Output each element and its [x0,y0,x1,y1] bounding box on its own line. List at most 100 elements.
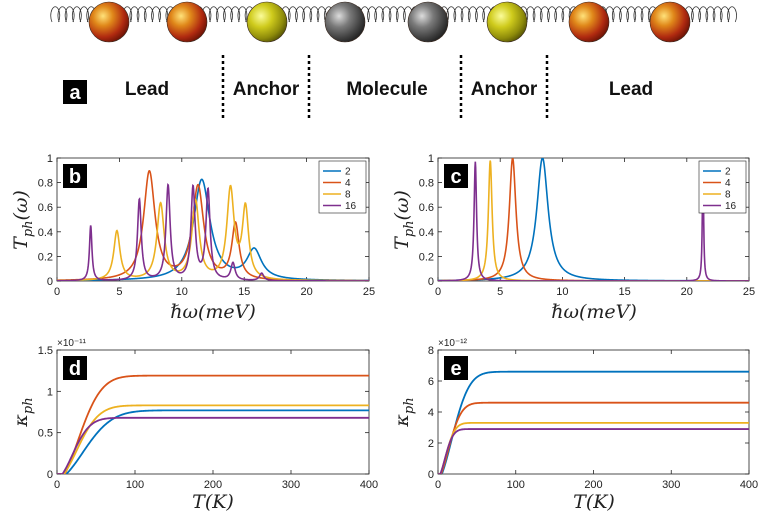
series-line-2 [438,370,749,474]
panel-b-badge [63,164,87,188]
y-tick-label: 0 [428,469,434,481]
series-line-8 [438,421,749,474]
spring-coil [50,6,737,23]
y-tick-label: 0.4 [38,227,53,239]
x-tick-label: 25 [363,286,375,298]
x-tick-label: 5 [497,286,503,298]
panel-c-letter: c [450,166,461,188]
x-tick-label: 200 [204,479,222,491]
y-tick-label: 1 [428,153,434,165]
x-tick-label: 0 [54,286,60,298]
series-line-4 [57,374,369,474]
x-tick-label: 0 [54,479,60,491]
y-ticks: 0 0.5 1 1.5 [38,345,369,481]
x-tick-label: 25 [743,286,755,298]
legend-entry: 16 [725,201,737,212]
series-line-8 [57,404,369,474]
atom [486,1,528,43]
panel-d-badge [63,356,87,380]
y-tick-label: 0.8 [419,178,434,190]
springs [50,6,737,23]
y-tick-label: 0.2 [419,251,434,263]
x-tick-label: 400 [740,479,758,491]
region-lead-left: Lead [125,79,169,100]
atom [324,1,366,43]
series-line-2 [57,409,369,474]
x-tick-label: 0 [435,286,441,298]
y-axis-label: Tph(ω) [391,190,417,250]
series-line-4 [438,401,749,474]
legend-entry: 4 [725,178,731,189]
y-axis-label: κph [10,397,36,427]
atoms [88,1,691,43]
x-tick-label: 200 [584,479,602,491]
legend-box [318,160,367,214]
plot-frame [437,349,750,475]
panel-e-conductance: 0 2 4 6 8 0 100 200 300 400 e ×10⁻¹² T(K) κph [391,338,758,513]
y-axis-label: κph [391,397,417,427]
y-tick-label: 0.4 [419,227,434,239]
x-axis-label: ℏω(meV) [551,301,637,323]
x-tick-label: 100 [507,479,525,491]
series-line-16 [438,428,749,474]
panel-d-letter: d [69,358,81,380]
atom [568,1,610,43]
legend-entry: 2 [345,167,351,178]
x-tick-label: 300 [282,479,300,491]
y-tick-label: 4 [428,407,434,419]
y-exponent: ×10⁻¹¹ [57,338,87,349]
curves [438,158,749,281]
y-tick-label: 1 [47,386,53,398]
legend-entry: 8 [725,190,731,201]
y-ticks: 0 0.2 0.4 0.6 0.8 1 [419,153,749,288]
y-tick-label: 0.6 [38,202,53,214]
atom [88,1,130,43]
region-molecule: Molecule [346,79,427,100]
y-tick-label: 2 [428,438,434,450]
series-line-16 [57,416,369,474]
curves [57,170,369,281]
panel-c-badge [444,164,468,188]
legend-entry: 4 [345,178,351,189]
x-ticks: 0 5 10 15 20 25 [54,158,375,298]
legend-entry: 8 [345,190,351,201]
atom [166,1,208,43]
y-tick-label: 8 [428,345,434,357]
series-line-16 [57,183,369,281]
x-tick-label: 300 [662,479,680,491]
y-tick-label: 0 [428,276,434,288]
panel-a-letter: a [69,82,81,104]
y-tick-label: 0.8 [38,178,53,190]
panel-b-letter: b [69,166,81,188]
curves [57,374,369,474]
x-axis-label: T(K) [192,491,234,513]
x-axis-label: T(K) [573,491,615,513]
x-ticks: 0 5 10 15 20 25 [435,158,755,298]
y-ticks: 0 0.2 0.4 0.6 0.8 1 [38,153,369,288]
x-ticks: 0 100 200 300 400 [435,350,758,491]
region-labels: a Lead Anchor Molecule Anchor Lead [63,55,653,121]
legend-entry: 16 [345,201,357,212]
y-tick-label: 0.2 [38,251,53,263]
x-tick-label: 400 [360,479,378,491]
curves [438,370,749,474]
y-tick-label: 0 [47,276,53,288]
y-tick-label: 6 [428,376,434,388]
x-tick-label: 100 [126,479,144,491]
plot-frame [56,349,370,475]
x-tick-label: 10 [176,286,188,298]
x-tick-label: 10 [556,286,568,298]
x-tick-label: 5 [116,286,122,298]
region-anchor-right: Anchor [471,79,538,100]
y-exponent: ×10⁻¹² [438,338,468,349]
x-tick-label: 0 [435,479,441,491]
panel-d-conductance: 0 0.5 1 1.5 0 100 200 300 400 d ×10⁻¹¹ T(K) κph [10,338,378,513]
x-tick-label: 20 [300,286,312,298]
y-tick-label: 0.6 [419,202,434,214]
x-ticks: 0 100 200 300 400 [54,350,378,491]
